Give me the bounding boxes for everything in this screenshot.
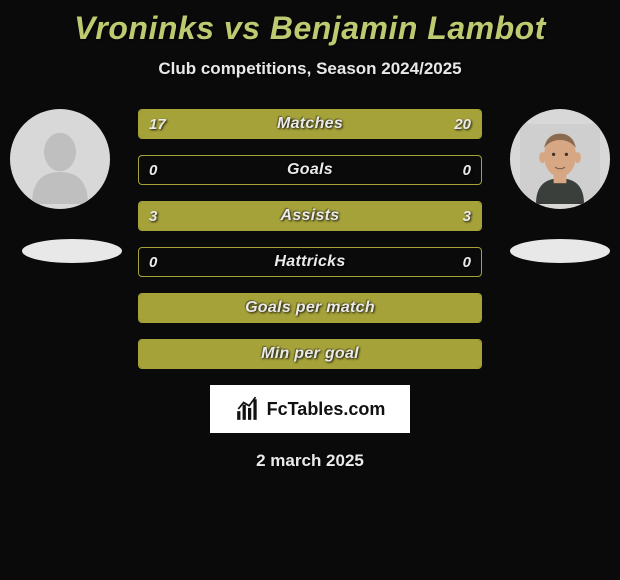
stat-bars: 1720Matches 00Goals 33Assists 00Hattricks Go… — [138, 109, 482, 369]
stat-row: Goals per match — [138, 293, 482, 323]
stat-label: Matches — [139, 110, 481, 138]
logo-text: FcTables.com — [267, 399, 386, 420]
chart-icon — [235, 396, 261, 422]
player-right-column — [510, 109, 610, 263]
player-left-column — [10, 109, 122, 263]
stat-row: 33Assists — [138, 201, 482, 231]
stat-label: Goals per match — [139, 294, 481, 322]
stat-row: 1720Matches — [138, 109, 482, 139]
date-label: 2 march 2025 — [0, 451, 620, 471]
stat-label: Min per goal — [139, 340, 481, 368]
page-title: Vroninks vs Benjamin Lambot — [0, 0, 620, 47]
stat-row: Min per goal — [138, 339, 482, 369]
player-left-avatar — [10, 109, 110, 209]
fctables-logo: FcTables.com — [210, 385, 410, 433]
player-right-avatar — [510, 109, 610, 209]
stat-label: Goals — [139, 156, 481, 184]
player-photo-icon — [520, 119, 600, 209]
player-left-club-badge — [22, 239, 122, 263]
stat-label: Hattricks — [139, 248, 481, 276]
silhouette-icon — [20, 119, 100, 209]
comparison-content: 1720Matches 00Goals 33Assists 00Hattricks Go… — [0, 109, 620, 369]
stat-label: Assists — [139, 202, 481, 230]
stat-row: 00Hattricks — [138, 247, 482, 277]
player-right-club-badge — [510, 239, 610, 263]
stat-row: 00Goals — [138, 155, 482, 185]
subtitle: Club competitions, Season 2024/2025 — [0, 59, 620, 79]
